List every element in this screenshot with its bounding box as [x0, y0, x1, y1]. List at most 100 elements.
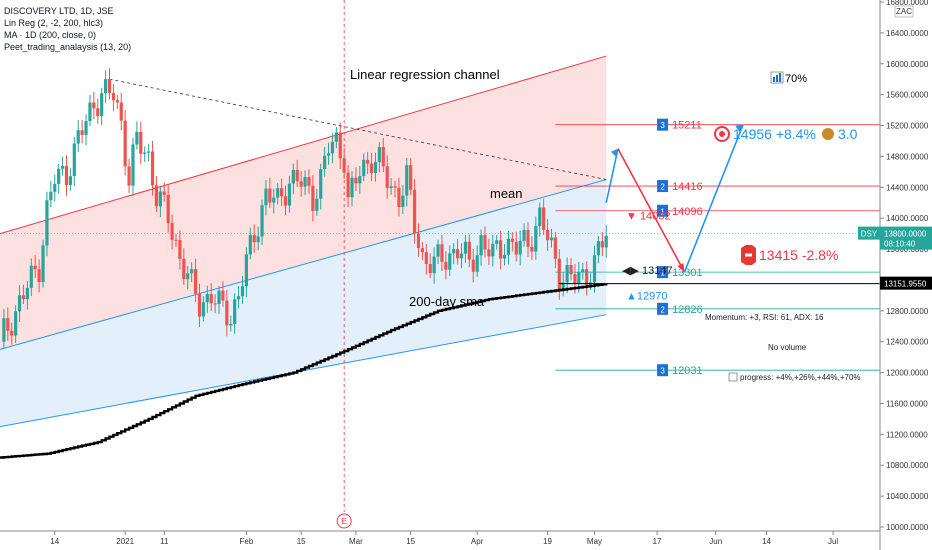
candle-body[interactable] — [440, 244, 444, 262]
candle-body[interactable] — [295, 169, 299, 182]
candle-body[interactable] — [244, 254, 248, 287]
candle-body[interactable] — [236, 296, 241, 300]
candle-body[interactable] — [299, 181, 303, 187]
candle-body[interactable] — [248, 235, 252, 255]
candle-body[interactable] — [162, 191, 166, 195]
candle-body[interactable] — [17, 295, 22, 312]
candle-body[interactable] — [154, 185, 159, 207]
candle-body[interactable] — [41, 245, 45, 282]
candle-body[interactable] — [456, 249, 460, 259]
candle-body[interactable] — [100, 93, 104, 117]
candle-body[interactable] — [217, 290, 221, 305]
candle-body[interactable] — [76, 130, 80, 144]
candle-body[interactable] — [545, 229, 550, 241]
candle-body[interactable] — [487, 249, 491, 257]
candle-body[interactable] — [409, 165, 413, 190]
candle-body[interactable] — [197, 293, 202, 317]
candle-body[interactable] — [573, 274, 577, 284]
candle-body[interactable] — [428, 263, 432, 274]
candle-body[interactable] — [68, 176, 72, 186]
candle-body[interactable] — [119, 102, 123, 121]
candle-body[interactable] — [338, 132, 342, 159]
candle-body[interactable] — [174, 239, 178, 241]
candle-body[interactable] — [319, 169, 323, 199]
candle-body[interactable] — [60, 166, 65, 169]
candle-body[interactable] — [479, 235, 483, 256]
candle-body[interactable] — [366, 159, 370, 164]
candle-body[interactable] — [506, 238, 511, 255]
candle-body[interactable] — [369, 163, 374, 173]
candle-body[interactable] — [424, 252, 428, 264]
candle-body[interactable] — [45, 200, 49, 246]
candle-body[interactable] — [526, 229, 530, 247]
candle-body[interactable] — [463, 241, 468, 254]
candle-body[interactable] — [307, 177, 311, 186]
candle-body[interactable] — [401, 195, 405, 208]
candle-body[interactable] — [193, 269, 198, 294]
candle-body[interactable] — [585, 269, 589, 286]
candle-body[interactable] — [205, 293, 209, 303]
candle-body[interactable] — [326, 153, 331, 156]
candle-body[interactable] — [518, 240, 522, 255]
candle-body[interactable] — [358, 176, 362, 184]
candle-body[interactable] — [495, 240, 499, 244]
candle-body[interactable] — [2, 318, 6, 342]
candle-body[interactable] — [150, 151, 155, 186]
candle-body[interactable] — [581, 269, 585, 273]
candle-body[interactable] — [104, 79, 108, 94]
candle-body[interactable] — [80, 130, 84, 135]
candle-body[interactable] — [553, 237, 557, 259]
candle-body[interactable] — [334, 132, 338, 142]
candle-body[interactable] — [88, 102, 92, 122]
candle-body[interactable] — [373, 162, 378, 173]
candle-body[interactable] — [201, 302, 205, 317]
candle-body[interactable] — [213, 303, 217, 305]
candle-body[interactable] — [123, 120, 127, 167]
candle-body[interactable] — [14, 311, 18, 336]
candle-body[interactable] — [96, 108, 100, 117]
candle-body[interactable] — [459, 253, 464, 259]
indicator-ma[interactable]: MA · 1D (200, close, 0) — [4, 30, 97, 40]
candle-body[interactable] — [33, 265, 37, 270]
candle-body[interactable] — [221, 290, 225, 301]
candle-body[interactable] — [432, 256, 436, 274]
candle-body[interactable] — [225, 300, 229, 326]
candle-body[interactable] — [600, 241, 604, 248]
candle-body[interactable] — [592, 255, 597, 283]
candle-body[interactable] — [272, 197, 276, 203]
candle-body[interactable] — [444, 261, 448, 270]
candle-body[interactable] — [190, 269, 194, 274]
candle-body[interactable] — [499, 240, 503, 259]
candle-body[interactable] — [303, 177, 307, 187]
candle-body[interactable] — [240, 286, 245, 297]
candle-body[interactable] — [565, 265, 569, 283]
candle-body[interactable] — [287, 183, 292, 206]
candle-body[interactable] — [233, 299, 237, 324]
candle-body[interactable] — [276, 188, 280, 198]
candle-body[interactable] — [178, 240, 182, 259]
candle-body[interactable] — [534, 226, 538, 252]
candle-body[interactable] — [260, 205, 264, 237]
candle-body[interactable] — [21, 295, 26, 300]
candle-body[interactable] — [143, 152, 147, 154]
candle-body[interactable] — [111, 93, 116, 101]
candle-body[interactable] — [561, 282, 565, 290]
candle-body[interactable] — [557, 258, 561, 290]
candle-body[interactable] — [405, 165, 409, 196]
candle-body[interactable] — [502, 254, 507, 259]
indicator-linreg[interactable]: Lin Reg (2, -2, 200, hlc3) — [4, 18, 104, 28]
candle-body[interactable] — [209, 293, 213, 304]
candle-body[interactable] — [37, 269, 41, 282]
candle-body[interactable] — [342, 158, 346, 173]
candle-body[interactable] — [92, 102, 96, 109]
candle-body[interactable] — [170, 223, 174, 240]
candle-body[interactable] — [604, 236, 608, 248]
candle-body[interactable] — [53, 183, 57, 192]
candle-body[interactable] — [346, 172, 350, 198]
candle-body[interactable] — [549, 237, 554, 241]
candle-body[interactable] — [483, 235, 487, 250]
candle-body[interactable] — [311, 185, 315, 211]
candle-body[interactable] — [323, 155, 327, 170]
candle-body[interactable] — [158, 191, 162, 207]
